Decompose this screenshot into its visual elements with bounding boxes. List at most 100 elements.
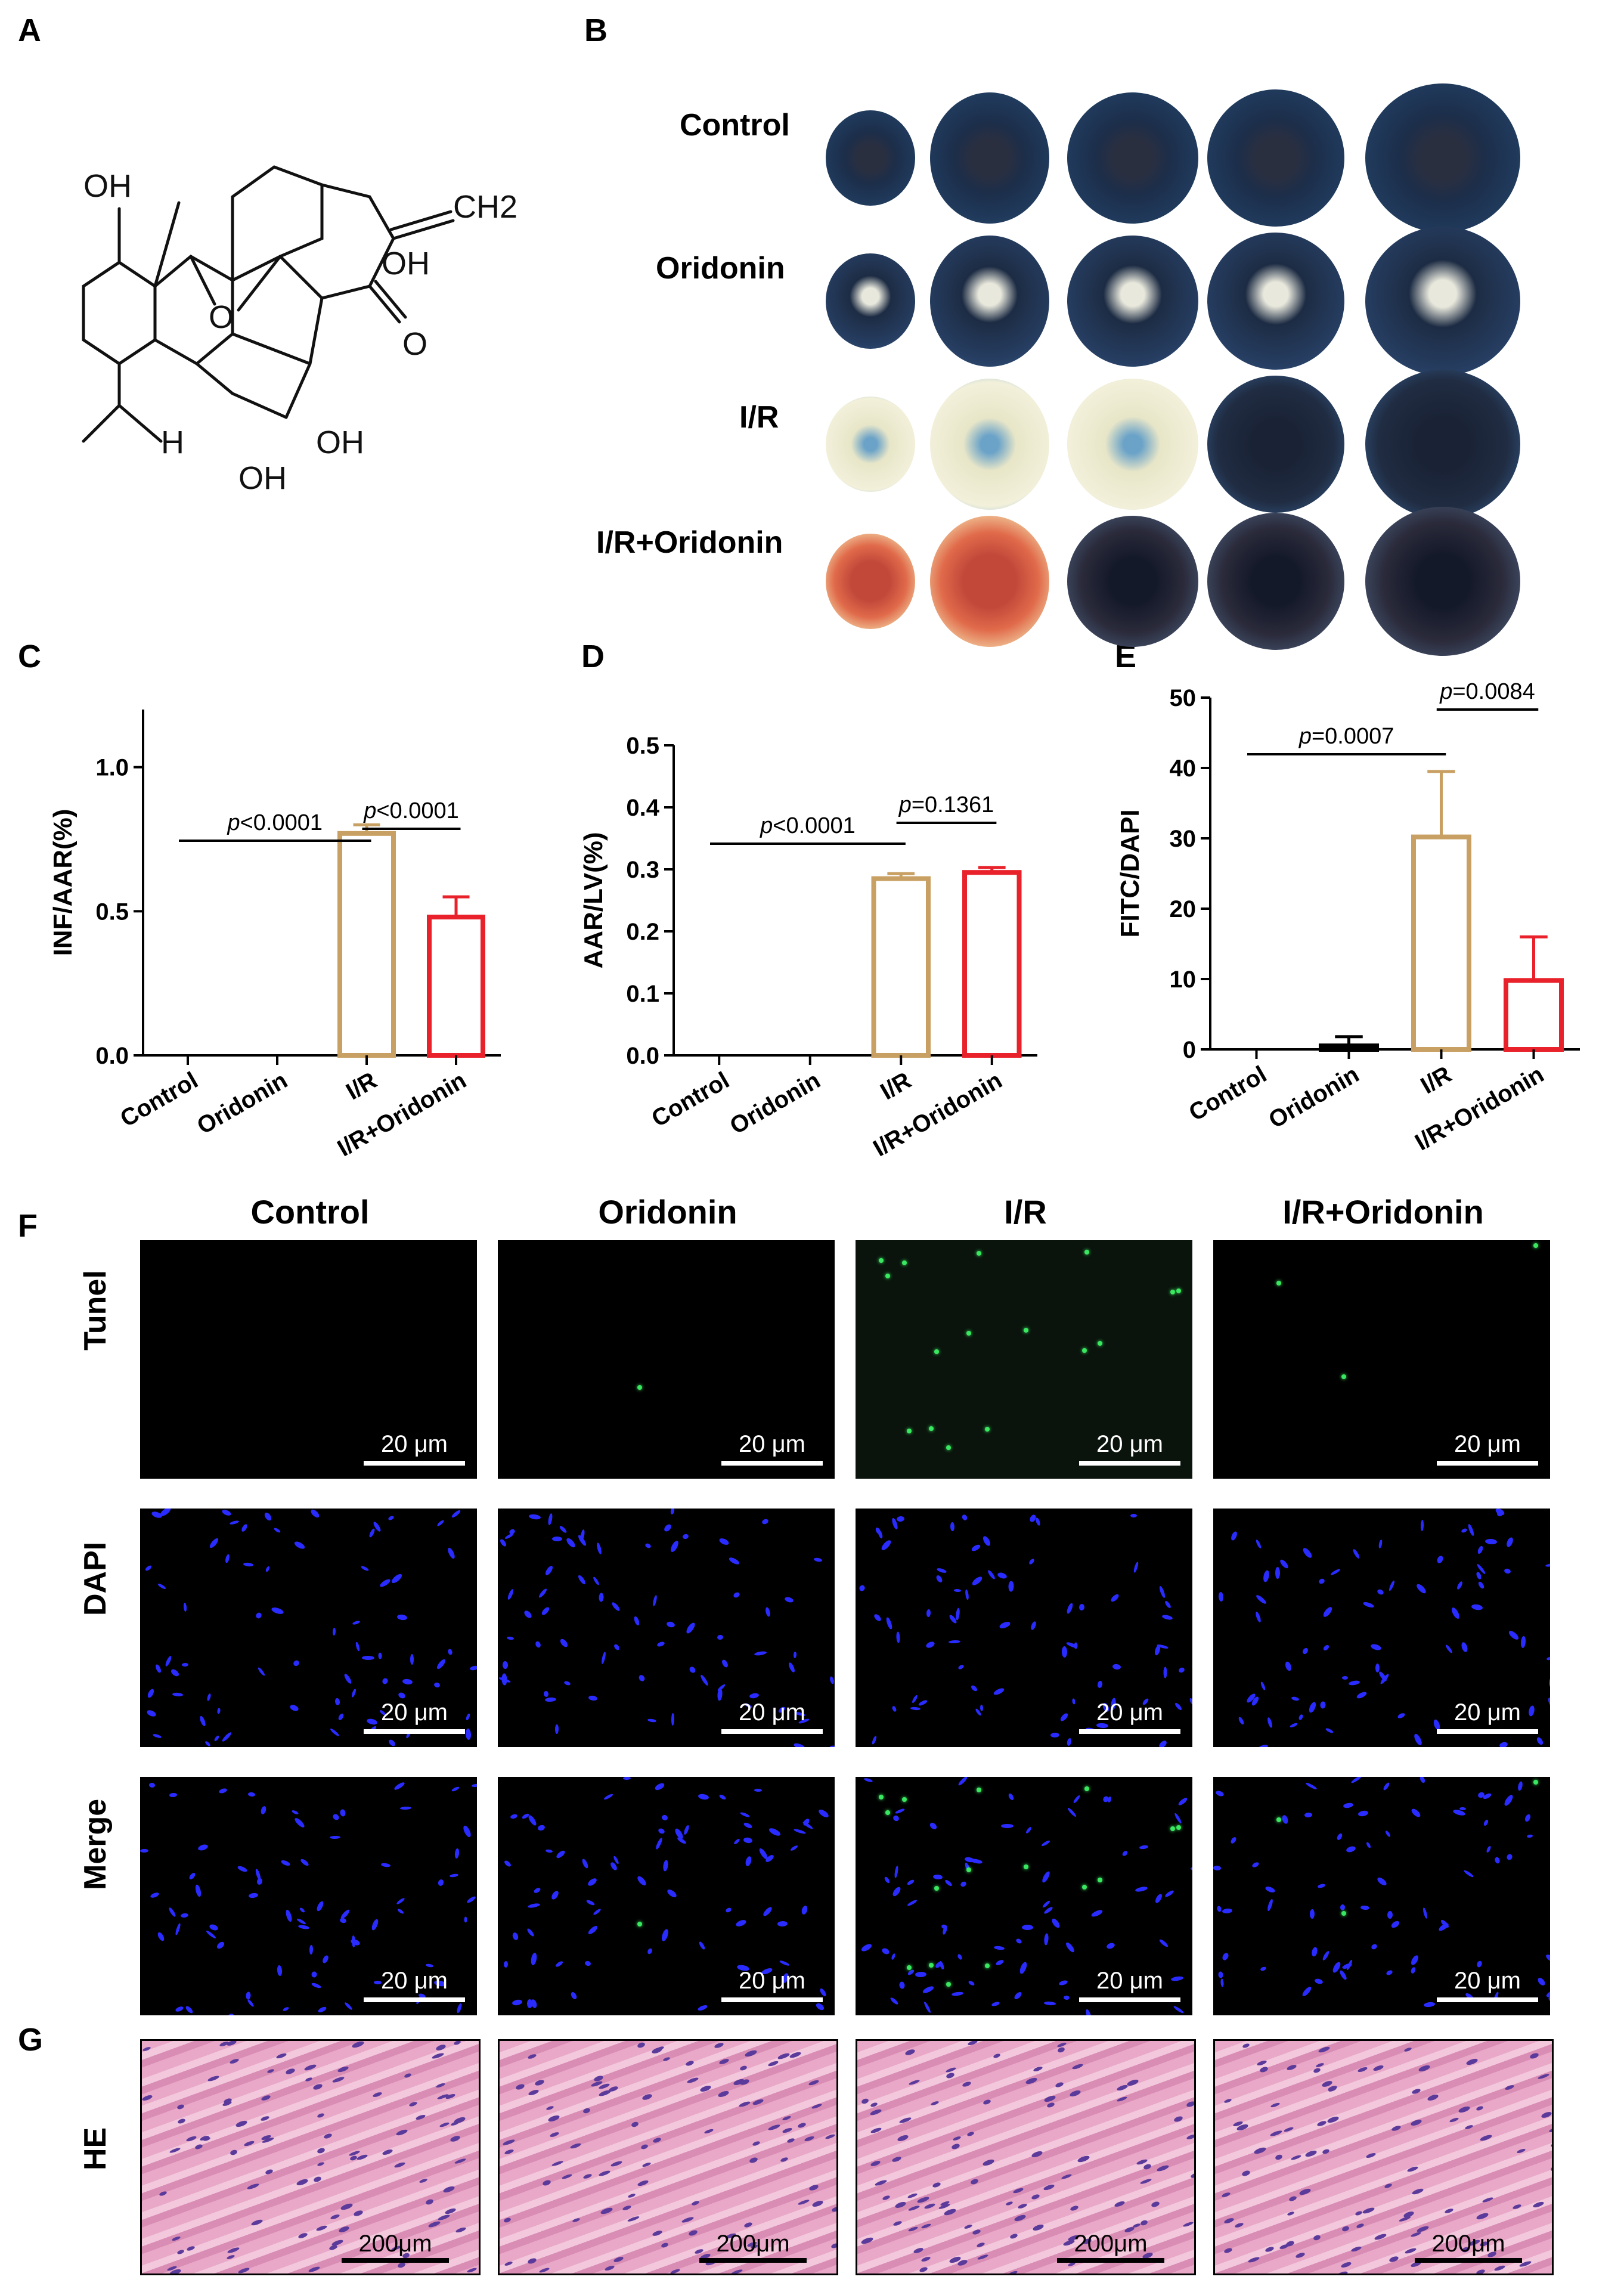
micro-col-label-ir-oridonin: I/R+Oridonin: [1282, 1193, 1484, 1231]
scale-bar: [1079, 1997, 1180, 2002]
micro-col-label-oridonin: Oridonin: [598, 1193, 737, 1231]
x-tick-label: I/R: [1417, 1061, 1456, 1099]
bar: [337, 831, 396, 1058]
micro-image-dapi: 20 μm: [498, 1509, 835, 1747]
y-tick-label: 0.0: [95, 1043, 129, 1069]
bar: [1411, 834, 1471, 1052]
x-tick-label: Control: [1185, 1061, 1271, 1126]
y-tick-label: 0.0: [626, 1043, 659, 1069]
p-value: <0.0001: [773, 813, 855, 838]
heart-slice: [1365, 507, 1520, 656]
heart-slice: [826, 253, 915, 349]
bar: [871, 876, 931, 1058]
p-symbol: p: [760, 813, 773, 838]
y-tick-label: 0.3: [626, 857, 659, 883]
hearts-row-label-control: Control: [680, 108, 790, 143]
bar: [962, 870, 1022, 1058]
heart-slice: [930, 92, 1049, 224]
scale-bar-label: 200μm: [358, 2231, 432, 2257]
heart-slice: [930, 516, 1049, 647]
scale-bar: [1415, 2258, 1522, 2263]
y-tick-label: 0.5: [95, 899, 129, 925]
significance-label: p=0.0084: [1439, 679, 1535, 704]
scale-bar-label: 200μm: [1074, 2231, 1148, 2257]
heart-slice: [930, 379, 1049, 510]
p-value: =0.1361: [912, 792, 994, 817]
micro-row-label-dapi: DAPI: [78, 1541, 113, 1616]
significance-label: p<0.0001: [760, 813, 856, 838]
x-tick-label: Control: [116, 1067, 202, 1132]
scale-bar: [699, 2258, 807, 2263]
p-symbol: p: [227, 810, 240, 835]
micro-image-tunel: 20 μm: [498, 1240, 835, 1479]
significance-label: p=0.1361: [898, 792, 994, 817]
scale-bar-label: 200μm: [1431, 2231, 1505, 2257]
scale-bar-label: 20 μm: [739, 1699, 805, 1726]
micro-image-tunel: 20 μm: [856, 1240, 1192, 1479]
heart-slice: [826, 110, 915, 206]
hearts-row-label-ir: I/R: [739, 400, 779, 435]
scale-bar: [1079, 1729, 1180, 1734]
scale-bar-label: 20 μm: [1454, 1699, 1521, 1726]
structure-label-o-1: O: [209, 299, 234, 335]
heart-slice: [1365, 370, 1520, 519]
structure-label-o-2: O: [402, 326, 427, 362]
bar: [427, 915, 485, 1058]
scale-bar-label: 20 μm: [739, 1968, 805, 1994]
y-axis-label: AAR/LV(%): [579, 832, 608, 969]
micro-image-merge: 20 μm: [498, 1777, 835, 2015]
structure-label-h: H: [161, 425, 184, 460]
chart-aar-lv: 0.0 0.1 0.2 0.3 0.4 0.5 AAR/LV(%) ControlOridon…: [579, 733, 1037, 1161]
micro-image-merge: 20 μm: [1213, 1777, 1550, 2015]
hearts-row-label-oridonin: Oridonin: [656, 251, 785, 286]
x-tick-label: I/R: [876, 1067, 915, 1105]
structure-label-oh-2: OH: [382, 246, 430, 281]
micro-image-dapi: 20 μm: [1213, 1509, 1550, 1747]
panel-letter-b: B: [584, 13, 608, 48]
panel-letter-g: G: [18, 2022, 44, 2058]
scale-bar-label: 20 μm: [1096, 1968, 1163, 1994]
micro-image-merge: 20 μm: [140, 1777, 477, 2015]
micro-col-label-ir: I/R: [1004, 1193, 1047, 1231]
he-image: 200μm: [856, 2039, 1196, 2275]
p-symbol: p: [1298, 724, 1312, 749]
heart-slice: [1067, 516, 1198, 647]
heart-slice: [826, 397, 915, 492]
he-image: 200μm: [140, 2039, 481, 2275]
panel-letter-a: A: [18, 13, 41, 48]
scale-bar: [364, 1461, 465, 1466]
scale-bar: [1437, 1461, 1538, 1466]
structure-label-ch2: CH2: [453, 189, 517, 225]
significance-label: p=0.0007: [1298, 724, 1394, 749]
micro-image-dapi: 20 μm: [140, 1509, 477, 1747]
y-tick-label: 10: [1170, 967, 1197, 993]
y-tick-label: 0: [1183, 1037, 1196, 1063]
heart-slice: [1067, 379, 1198, 510]
scale-bar: [721, 1729, 823, 1734]
bar: [1504, 978, 1564, 1052]
heart-slice: [1207, 376, 1344, 513]
y-tick-label: 0.2: [626, 919, 659, 945]
micro-row-label-merge: Merge: [78, 1798, 113, 1890]
y-tick-label: 40: [1170, 755, 1197, 782]
heart-slice: [930, 236, 1049, 367]
p-value: <0.0001: [376, 798, 458, 823]
y-tick-label: 0.5: [626, 733, 659, 759]
scale-bar: [721, 1461, 823, 1466]
heart-slice: [1207, 233, 1344, 370]
scale-bar: [364, 1997, 465, 2002]
x-tick-label: Oridonin: [1265, 1061, 1363, 1133]
x-tick-label: I/R: [342, 1067, 381, 1105]
scale-bar: [342, 2258, 449, 2263]
hearts-row-label-ir-oridonin: I/R+Oridonin: [596, 525, 783, 560]
structure-label-oh-1: OH: [83, 168, 132, 204]
structure-label-oh-3: OH: [316, 425, 364, 460]
scale-bar-label: 20 μm: [1096, 1699, 1163, 1726]
p-symbol: p: [898, 792, 912, 817]
he-row-label: HE: [78, 2127, 113, 2170]
p-value: =0.0007: [1312, 724, 1394, 749]
y-tick-label: 1.0: [95, 755, 129, 781]
x-tick-label: Oridonin: [193, 1067, 292, 1139]
